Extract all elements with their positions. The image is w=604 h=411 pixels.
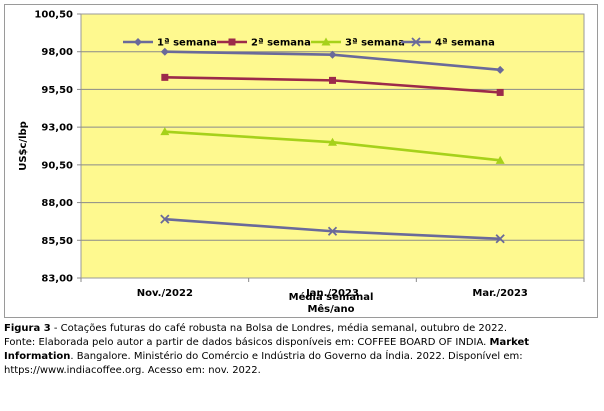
y-tick-label: 100,50 — [34, 10, 73, 21]
y-tick-label: 90,50 — [41, 160, 73, 171]
y-tick-label: 88,00 — [41, 198, 73, 209]
legend-marker — [228, 38, 236, 46]
y-axis-label: US$c/lbp — [18, 121, 29, 171]
series-3 — [160, 127, 505, 164]
figure-caption: Figura 3 - Cotações futuras do café robu… — [4, 322, 600, 378]
x-tick-label: Nov./2022 — [137, 288, 193, 299]
y-tick-label: 83,00 — [41, 274, 73, 285]
legend-label: 1ª semana — [157, 38, 217, 49]
y-tick-label: 95,50 — [41, 85, 73, 96]
figure-text: - Cotações futuras do café robusta na Bo… — [50, 323, 508, 334]
y-tick-label: 93,00 — [41, 123, 73, 134]
legend-item: 3ª semana — [311, 37, 405, 49]
figure-label: Figura 3 — [4, 323, 51, 334]
data-point — [328, 50, 337, 59]
legend-item: 1ª semana — [123, 38, 217, 49]
legend-marker — [411, 37, 421, 47]
series-4 — [160, 214, 505, 244]
series-2 — [161, 73, 504, 96]
data-point — [329, 76, 336, 84]
data-point — [160, 214, 170, 224]
legend-item: 4ª semana — [401, 37, 495, 49]
x-tick-label: Mar./2023 — [472, 288, 528, 299]
figure-title: Figura 3 - Cotações futuras do café robu… — [4, 322, 600, 336]
y-tick-labels: 100,50 98,00 95,50 93,00 90,50 88,00 85,50 83,0… — [34, 10, 73, 285]
source-suffix: . Bangalore. Ministério do Comércio e In… — [4, 351, 523, 376]
data-point — [327, 226, 338, 236]
x-axis-label-line1: Média semanal — [289, 291, 374, 303]
data-point — [495, 234, 505, 244]
figure-source: Fonte: Elaborada pelo autor a partir de … — [4, 336, 600, 378]
data-point — [160, 127, 170, 136]
series-lines — [160, 47, 505, 244]
data-point — [496, 88, 504, 96]
data-point — [160, 47, 169, 56]
line-chart: 100,50 98,00 95,50 93,00 90,50 88,00 85,50 83,0… — [18, 10, 585, 315]
data-point — [496, 65, 505, 74]
y-tick-label: 85,50 — [41, 236, 73, 247]
legend-marker — [321, 37, 331, 46]
legend-label: 4ª semana — [435, 38, 495, 49]
chart-frame: 100,50 98,00 95,50 93,00 90,50 88,00 85,50 83,0… — [4, 4, 598, 318]
legend-item: 2ª semana — [217, 38, 311, 49]
data-point — [495, 155, 505, 164]
legend-label: 2ª semana — [251, 38, 311, 49]
source-bold: Market Information — [4, 337, 530, 362]
y-tick-label: 98,00 — [41, 47, 73, 58]
data-point — [328, 137, 337, 146]
legend: 1ª semana 2ª semana 3ª semana 4ª semana — [123, 37, 495, 49]
x-tick-labels: Nov./2022 Jan./2023 Mar./2023 — [80, 278, 585, 299]
legend-label: 3ª semana — [345, 38, 405, 49]
legend-marker — [134, 38, 142, 46]
source-prefix: Fonte: Elaborada pelo autor a partir de … — [4, 337, 490, 348]
data-point — [161, 73, 169, 81]
x-tick-label: Jan./2023 — [305, 288, 359, 299]
series-1 — [160, 47, 505, 74]
x-axis-label-line2: Mês/ano — [307, 303, 354, 315]
